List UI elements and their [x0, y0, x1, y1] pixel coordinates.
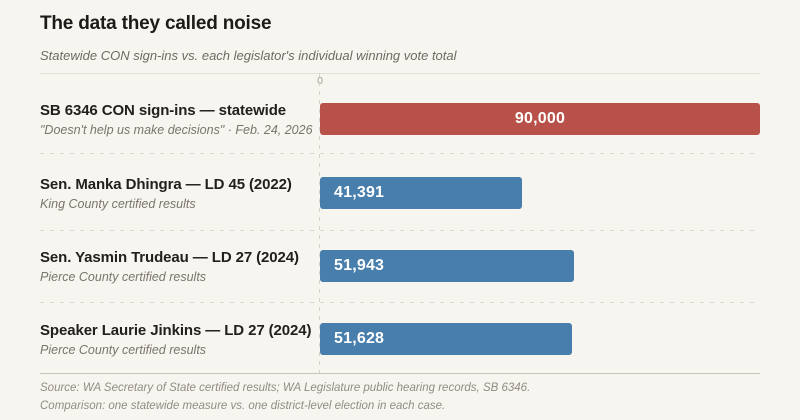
row-separator	[40, 230, 760, 231]
row-label: Sen. Yasmin Trudeau — LD 27 (2024)	[40, 249, 299, 267]
chart-row: SB 6346 CON sign-ins — statewide "Doesn'…	[40, 101, 760, 138]
bar: 51,943	[320, 250, 574, 282]
row-label-group: Sen. Yasmin Trudeau — LD 27 (2024) Pierc…	[40, 248, 315, 285]
row-label: Sen. Manka Dhingra — LD 45 (2022)	[40, 176, 292, 194]
chart-subtitle: Statewide CON sign-ins vs. each legislat…	[40, 48, 457, 63]
bar-value-label: 90,000	[514, 110, 566, 127]
row-separator	[40, 153, 760, 154]
row-sublabel: Pierce County certified results	[40, 343, 207, 358]
row-plot-area: 90,000	[320, 103, 760, 135]
row-sublabel: Pierce County certified results	[40, 270, 207, 285]
bar-value-label: 51,943	[334, 257, 385, 274]
top-divider	[40, 73, 760, 74]
bar: 41,391	[320, 177, 523, 209]
chart-row: Speaker Laurie Jinkins — LD 27 (2024) Pi…	[40, 321, 760, 358]
row-sublabel: King County certified results	[40, 197, 196, 212]
row-plot-area: 41,391	[320, 177, 760, 209]
row-separator	[40, 302, 760, 303]
row-plot-area: 51,943	[320, 250, 760, 282]
axis-zero-tick-label: 0	[317, 75, 323, 87]
row-label-group: Speaker Laurie Jinkins — LD 27 (2024) Pi…	[40, 321, 315, 358]
row-label: SB 6346 CON sign-ins — statewide	[40, 102, 287, 120]
row-plot-area: 51,628	[320, 323, 760, 355]
row-label-group: SB 6346 CON sign-ins — statewide "Doesn'…	[40, 101, 315, 138]
row-sublabel: "Doesn't help us make decisions" · Feb. …	[40, 123, 313, 138]
chart-rows: SB 6346 CON sign-ins — statewide "Doesn'…	[40, 101, 760, 358]
bar-value-label: 41,391	[334, 184, 385, 201]
footer-source-note: Source: WA Secretary of State certified …	[40, 382, 531, 394]
bar: 90,000	[320, 103, 760, 135]
bar-value-label: 51,628	[334, 330, 385, 347]
axis-zero-gridline	[319, 73, 320, 379]
bottom-divider	[40, 373, 760, 374]
chart-row: Sen. Yasmin Trudeau — LD 27 (2024) Pierc…	[40, 248, 760, 285]
chart-title: The data they called noise	[40, 13, 272, 34]
chart-row: Sen. Manka Dhingra — LD 45 (2022) King C…	[40, 175, 760, 212]
row-label-group: Sen. Manka Dhingra — LD 45 (2022) King C…	[40, 175, 315, 212]
footer-comparison-note: Comparison: one statewide measure vs. on…	[40, 400, 446, 412]
bar: 51,628	[320, 323, 573, 355]
row-label: Speaker Laurie Jinkins — LD 27 (2024)	[40, 322, 312, 340]
